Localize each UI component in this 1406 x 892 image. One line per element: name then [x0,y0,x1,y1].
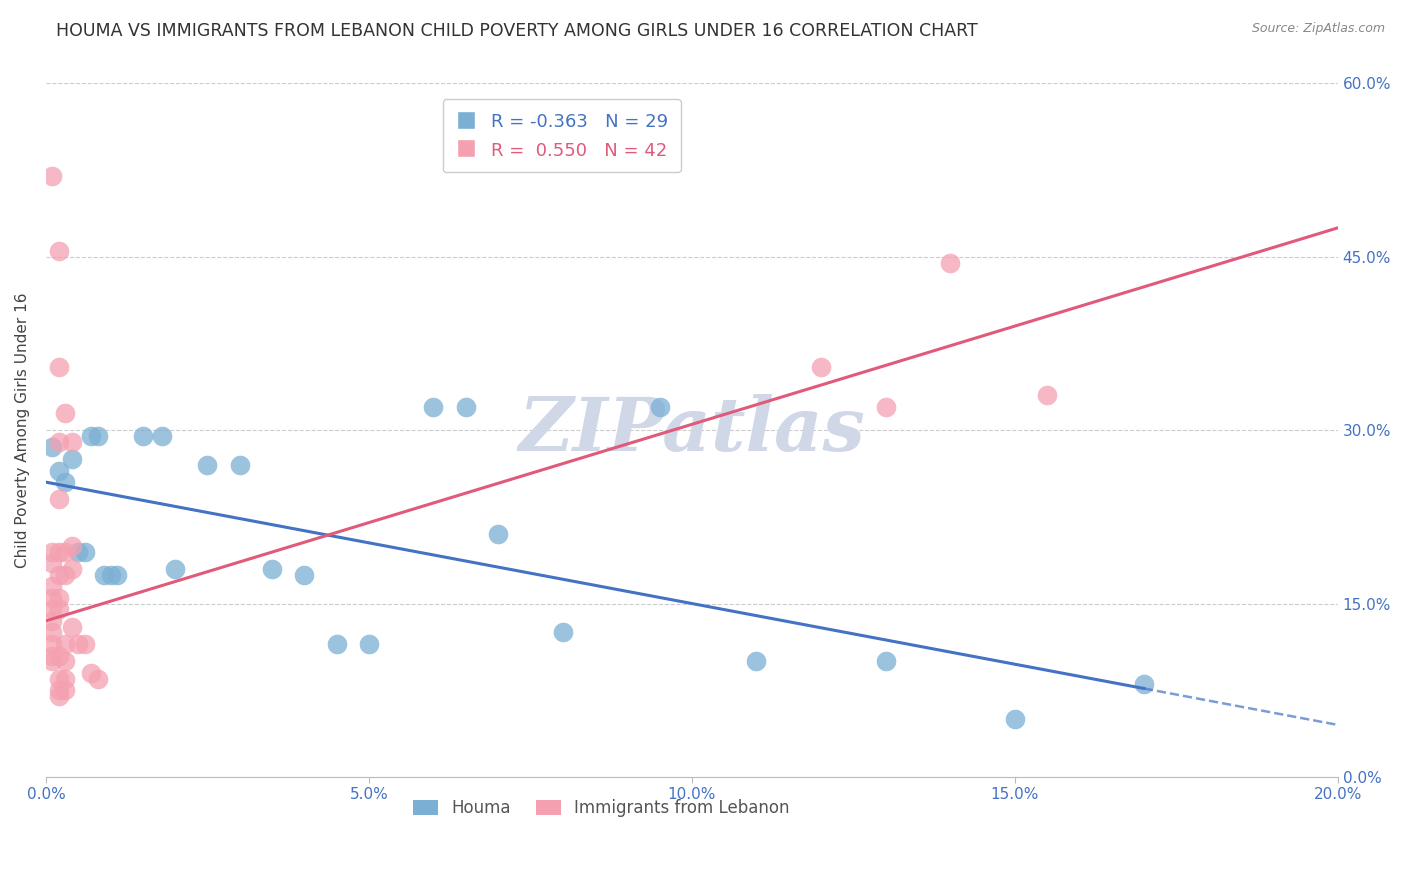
Point [73,544,96,558]
Legend: Houma, Immigrants from Lebanon: Houma, Immigrants from Lebanon [406,793,796,824]
Point [745,654,768,668]
Point [48,567,70,582]
Point [60,452,83,467]
Point [53,683,76,698]
Point [53,544,76,558]
Point [41,637,63,651]
Point [41,544,63,558]
Point [53,475,76,490]
Text: HOUMA VS IMMIGRANTS FROM LEBANON CHILD POVERTY AMONG GIRLS UNDER 16 CORRELATION : HOUMA VS IMMIGRANTS FROM LEBANON CHILD P… [56,22,979,40]
Point [454,400,477,414]
Point [48,689,70,703]
Point [41,579,63,593]
Point [80,429,103,443]
Point [48,591,70,605]
Point [810,359,832,374]
Point [486,527,509,541]
Text: Source: ZipAtlas.com: Source: ZipAtlas.com [1251,22,1385,36]
Point [48,492,70,507]
Point [100,567,122,582]
Point [648,400,671,414]
Point [105,567,128,582]
Point [73,637,96,651]
Point [41,602,63,616]
Point [228,458,250,472]
Point [67,544,90,558]
Point [875,400,897,414]
Point [93,567,115,582]
Point [41,625,63,640]
Point [48,544,70,558]
Point [48,648,70,663]
Point [48,602,70,616]
Point [260,562,283,576]
Point [41,648,63,663]
Point [165,562,187,576]
Point [53,654,76,668]
Point [48,672,70,686]
Point [939,255,962,269]
Point [292,567,315,582]
Point [551,625,574,640]
Point [150,429,173,443]
Point [422,400,444,414]
Point [41,654,63,668]
Point [41,169,63,183]
Point [60,619,83,633]
Text: ZIPatlas: ZIPatlas [519,394,865,467]
Point [357,637,380,651]
Point [48,244,70,258]
Point [60,434,83,449]
Point [41,556,63,570]
Point [41,591,63,605]
Point [60,539,83,553]
Point [48,359,70,374]
Point [197,458,219,472]
Point [67,637,90,651]
Point [48,434,70,449]
Point [875,654,897,668]
Point [132,429,155,443]
Point [41,614,63,628]
Point [1036,388,1059,402]
Point [1004,712,1026,726]
Y-axis label: Child Poverty Among Girls Under 16: Child Poverty Among Girls Under 16 [15,293,30,568]
Point [53,637,76,651]
Point [325,637,347,651]
Point [53,406,76,420]
Point [86,672,108,686]
Point [53,567,76,582]
Point [60,562,83,576]
Point [1133,677,1156,691]
Point [41,441,63,455]
Point [86,429,108,443]
Point [48,683,70,698]
Point [80,665,103,680]
Point [48,464,70,478]
Point [53,672,76,686]
